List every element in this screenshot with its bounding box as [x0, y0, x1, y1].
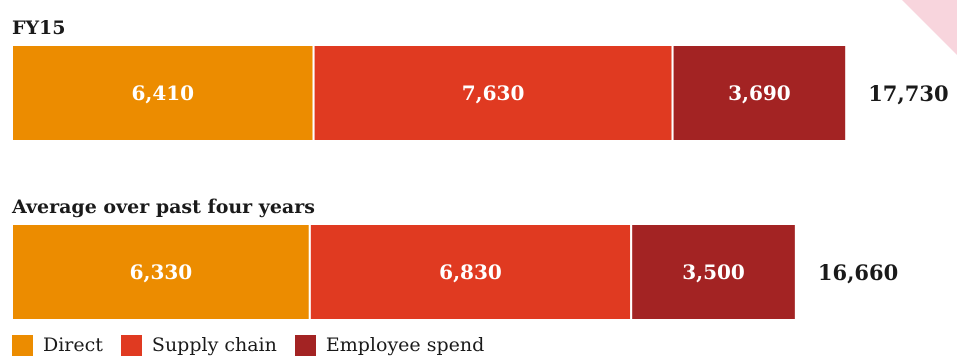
data-label-four-year-average-supply-chain: 6,830 — [439, 260, 502, 284]
legend-swatch-employee-spend — [294, 334, 316, 356]
legend-swatch-direct — [12, 334, 33, 356]
bar-segment-fy15-direct — [11, 44, 315, 142]
chart-legend: Direct Supply chain Employee spend — [12, 332, 502, 358]
group-title-four-year-average: Average over past four years — [11, 196, 315, 218]
legend-item-employee-spend: Employee spend — [294, 334, 485, 356]
bar-segment-four-year-average-supply-chain — [308, 223, 633, 321]
legend-label-direct: Direct — [43, 334, 103, 356]
legend-label-supply-chain: Supply chain — [151, 334, 277, 356]
legend-item-supply-chain: Supply chain — [120, 334, 277, 356]
bar-segment-four-year-average-direct — [11, 223, 311, 321]
group-title-fy15: FY15 — [12, 17, 66, 39]
legend-item-direct: Direct — [12, 334, 103, 356]
data-label-fy15-employee-spend: 3,690 — [728, 81, 791, 105]
total-label-fy15: 17,730 — [868, 81, 948, 106]
bar-segment-fy15-supply-chain — [312, 44, 674, 142]
legend-label-employee-spend: Employee spend — [325, 334, 485, 356]
data-label-four-year-average-direct: 6,330 — [130, 260, 193, 284]
data-label-four-year-average-employee-spend: 3,500 — [682, 260, 745, 284]
total-label-four-year-average: 16,660 — [818, 260, 898, 285]
bar-segment-four-year-average-employee-spend — [630, 223, 797, 321]
data-label-fy15-supply-chain: 7,630 — [462, 81, 525, 105]
legend-swatch-supply-chain — [120, 334, 142, 356]
data-label-fy15-direct: 6,410 — [131, 81, 194, 105]
bar-segment-fy15-employee-spend — [671, 44, 848, 142]
corner-accent — [902, 0, 957, 55]
